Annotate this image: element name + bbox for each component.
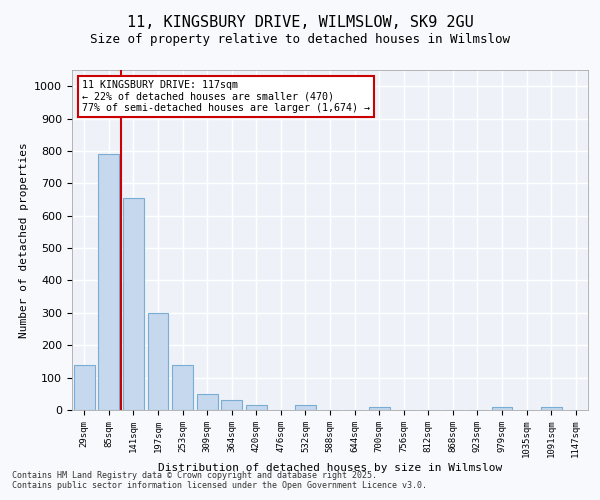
Bar	[221, 400, 242, 410]
Bar	[491, 407, 512, 410]
Text: 11, KINGSBURY DRIVE, WILMSLOW, SK9 2GU: 11, KINGSBURY DRIVE, WILMSLOW, SK9 2GU	[127, 15, 473, 30]
Text: Size of property relative to detached houses in Wilmslow: Size of property relative to detached ho…	[90, 32, 510, 46]
Bar	[541, 407, 562, 410]
Text: Contains HM Land Registry data © Crown copyright and database right 2025.
Contai: Contains HM Land Registry data © Crown c…	[12, 470, 427, 490]
Bar	[148, 313, 169, 410]
Bar	[295, 405, 316, 410]
Bar	[368, 407, 389, 410]
Text: 11 KINGSBURY DRIVE: 117sqm
← 22% of detached houses are smaller (470)
77% of sem: 11 KINGSBURY DRIVE: 117sqm ← 22% of deta…	[82, 80, 370, 114]
Y-axis label: Number of detached properties: Number of detached properties	[19, 142, 29, 338]
Bar	[98, 154, 119, 410]
Bar	[74, 364, 95, 410]
Bar	[123, 198, 144, 410]
Bar	[172, 364, 193, 410]
Bar	[197, 394, 218, 410]
X-axis label: Distribution of detached houses by size in Wilmslow: Distribution of detached houses by size …	[158, 463, 502, 473]
Bar	[246, 405, 267, 410]
